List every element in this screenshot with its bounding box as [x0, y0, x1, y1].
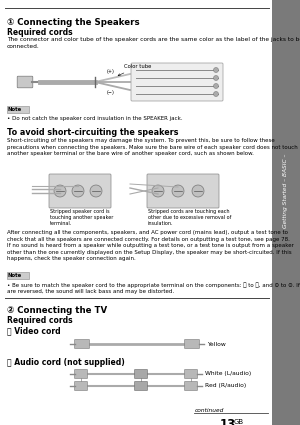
FancyBboxPatch shape	[17, 76, 33, 88]
Text: GB: GB	[234, 419, 244, 425]
Text: Yellow: Yellow	[207, 342, 226, 346]
FancyBboxPatch shape	[49, 174, 111, 208]
Text: (−): (−)	[107, 90, 115, 95]
FancyBboxPatch shape	[74, 340, 89, 348]
Text: Getting Started – BASIC –: Getting Started – BASIC –	[284, 154, 289, 229]
FancyBboxPatch shape	[7, 106, 29, 113]
Circle shape	[214, 91, 218, 96]
FancyBboxPatch shape	[184, 340, 200, 348]
Text: continued: continued	[195, 408, 224, 413]
Circle shape	[90, 185, 102, 197]
Text: Ⓐ Video cord: Ⓐ Video cord	[7, 326, 61, 335]
FancyBboxPatch shape	[131, 63, 223, 101]
Text: Stripped cords are touching each
other due to excessive removal of
insulation.: Stripped cords are touching each other d…	[148, 209, 231, 227]
Text: • Be sure to match the speaker cord to the appropriate terminal on the component: • Be sure to match the speaker cord to t…	[7, 282, 300, 294]
Text: Short-circuiting of the speakers may damage the system. To prevent this, be sure: Short-circuiting of the speakers may dam…	[7, 138, 298, 156]
FancyBboxPatch shape	[74, 369, 88, 379]
Text: 13: 13	[220, 418, 236, 425]
Text: The connector and color tube of the speaker cords are the same color as the labe: The connector and color tube of the spea…	[7, 37, 300, 48]
Text: White (L/audio): White (L/audio)	[205, 371, 251, 377]
Text: After connecting all the components, speakers, and AC power cord (mains lead), o: After connecting all the components, spe…	[7, 230, 294, 261]
FancyBboxPatch shape	[134, 382, 148, 391]
Text: To avoid short-circuiting the speakers: To avoid short-circuiting the speakers	[7, 128, 178, 137]
Text: Required cords: Required cords	[7, 28, 73, 37]
Text: Note: Note	[8, 273, 22, 278]
FancyBboxPatch shape	[184, 369, 197, 379]
Text: Ⓑ Audio cord (not supplied): Ⓑ Audio cord (not supplied)	[7, 358, 125, 367]
Circle shape	[54, 185, 66, 197]
Text: ② Connecting the TV: ② Connecting the TV	[7, 306, 107, 315]
FancyBboxPatch shape	[147, 174, 219, 208]
Text: Stripped speaker cord is
touching another speaker
terminal.: Stripped speaker cord is touching anothe…	[50, 209, 113, 227]
Circle shape	[214, 76, 218, 80]
Text: (+): (+)	[107, 69, 115, 74]
Text: Color tube: Color tube	[118, 64, 152, 76]
Circle shape	[152, 185, 164, 197]
Text: Red (R/audio): Red (R/audio)	[205, 383, 246, 388]
Circle shape	[214, 68, 218, 73]
Circle shape	[214, 83, 218, 88]
Text: ① Connecting the Speakers: ① Connecting the Speakers	[7, 18, 140, 27]
Circle shape	[192, 185, 204, 197]
Bar	[272, 0, 300, 425]
FancyBboxPatch shape	[134, 369, 148, 379]
Text: Note: Note	[8, 107, 22, 112]
Text: • Do not catch the speaker cord insulation in the SPEAKER jack.: • Do not catch the speaker cord insulati…	[7, 116, 183, 121]
FancyBboxPatch shape	[74, 382, 88, 391]
Circle shape	[72, 185, 84, 197]
FancyBboxPatch shape	[184, 382, 197, 391]
FancyBboxPatch shape	[7, 272, 29, 279]
Text: Required cords: Required cords	[7, 316, 73, 325]
Circle shape	[172, 185, 184, 197]
